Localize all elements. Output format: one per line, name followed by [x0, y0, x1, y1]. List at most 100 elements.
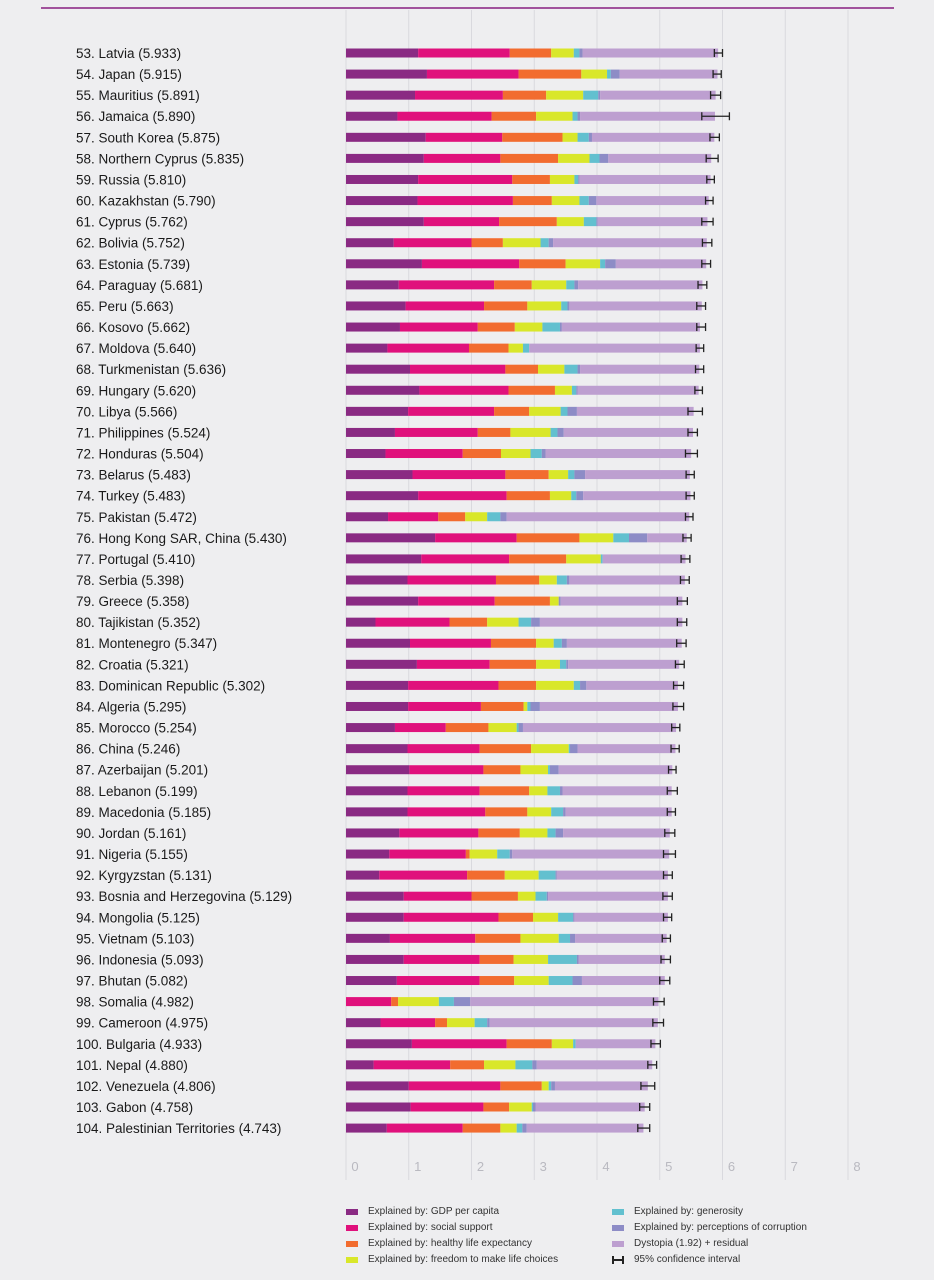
bar-segment-freedom: [551, 196, 580, 206]
bar-segment-generosity: [573, 48, 580, 58]
bar-segment-generosity: [551, 807, 564, 817]
bar-segment-corruption: [531, 617, 540, 627]
bar-segment-generosity: [516, 723, 519, 733]
bar-segment-corruption: [487, 1018, 490, 1028]
bar-segment-health: [509, 48, 552, 58]
bar-segment-dystopia: [580, 364, 700, 374]
top-rule: [41, 7, 894, 9]
bar-segment-generosity: [564, 364, 578, 374]
bar-segment-generosity: [568, 744, 571, 754]
row-label: 95. Vietnam (5.103): [76, 931, 194, 946]
bar-segment-dystopia: [522, 723, 677, 733]
bar-segment-generosity: [535, 891, 547, 901]
bar-segment-freedom: [551, 1039, 574, 1049]
bar-segment-corruption: [573, 912, 575, 922]
legend-label: Explained by: freedom to make life choic…: [368, 1254, 559, 1265]
bar-segment-gdp: [346, 301, 406, 311]
bar-segment-social: [373, 1060, 451, 1070]
confidence-interval-icon: [612, 1255, 624, 1264]
bar-segment-dystopia: [568, 659, 680, 669]
row-label: 73. Belarus (5.483): [76, 468, 191, 483]
row-label: 84. Algeria (5.295): [76, 699, 186, 714]
bar-segment-freedom: [541, 1081, 549, 1091]
bar-segment-dystopia: [577, 385, 699, 395]
bar-segment-gdp: [346, 322, 400, 332]
bar-segment-social: [403, 954, 480, 964]
bar-segment-social: [426, 69, 519, 79]
bar-segment-health: [471, 238, 503, 248]
x-tick-label: 1: [414, 1159, 421, 1174]
bar-segment-generosity: [497, 849, 510, 859]
bar-segment-gdp: [346, 153, 424, 163]
bar-segment-social: [399, 828, 479, 838]
bar-segment-social: [411, 1039, 507, 1049]
bar-segment-corruption: [522, 1123, 527, 1133]
bar-segment-social: [435, 533, 517, 543]
bar-segment-gdp: [346, 933, 390, 943]
bar-segment-generosity: [548, 976, 573, 986]
bar-segment-freedom: [562, 132, 578, 142]
bar-segment-corruption: [549, 765, 559, 775]
bar-segment-social: [417, 196, 513, 206]
bar-segment-dystopia: [578, 280, 703, 290]
bar-segment-generosity: [600, 554, 603, 564]
bar-segment-corruption: [518, 723, 523, 733]
row-label: 59. Russia (5.810): [76, 172, 186, 187]
row-labels: 53. Latvia (5.933) 54. Japan (5.915) 55. M…: [76, 46, 292, 1136]
bar-segment-dystopia: [489, 1018, 658, 1028]
bar-segment-corruption: [555, 828, 564, 838]
bar-segment-freedom: [549, 491, 572, 501]
bar-segment-health: [465, 849, 470, 859]
bar-segment-freedom: [513, 954, 549, 964]
bar-segment-freedom: [502, 238, 541, 248]
bar-segment-generosity: [548, 765, 550, 775]
row-label: 75. Pakistan (5.472): [76, 510, 197, 525]
x-tick-label: 8: [853, 1159, 860, 1174]
legend-swatch: [346, 1240, 358, 1247]
bar-segment-dystopia: [608, 153, 712, 163]
bar-segment-social: [387, 343, 469, 353]
bar-segment-generosity: [566, 280, 575, 290]
bar-segment-dystopia: [578, 954, 665, 964]
bar-segment-health: [494, 596, 550, 606]
bar-segment-social: [407, 744, 480, 754]
row-label: 90. Jordan (5.161): [76, 826, 186, 841]
bar-segment-social: [423, 153, 501, 163]
bar-segment-health: [498, 912, 533, 922]
bar-segment-social: [412, 470, 506, 480]
legend-swatch: [346, 1224, 358, 1231]
bar-segment-gdp: [346, 1039, 412, 1049]
bar-segment-gdp: [346, 870, 380, 880]
bar-segment-dystopia: [579, 174, 711, 184]
bar-segment-freedom: [536, 659, 560, 669]
bar-segment-gdp: [346, 744, 408, 754]
row-label: 62. Bolivia (5.752): [76, 236, 185, 251]
row-label: 68. Turkmenistan (5.636): [76, 362, 226, 377]
bar-segment-gdp: [346, 1018, 381, 1028]
bar-segment-social: [418, 48, 510, 58]
row-label: 101. Nepal (4.880): [76, 1058, 188, 1073]
row-label: 97. Bhutan (5.082): [76, 974, 188, 989]
bar-segment-corruption: [588, 132, 592, 142]
bar-segment-dystopia: [615, 259, 707, 269]
bar-segment-freedom: [579, 533, 614, 543]
bar-segment-social: [421, 554, 510, 564]
row-label: 83. Dominican Republic (5.302): [76, 678, 265, 693]
bar-segment-corruption: [566, 659, 569, 669]
bar-segment-generosity: [613, 533, 630, 543]
bar-segment-gdp: [346, 533, 436, 543]
bar-segment-gdp: [346, 912, 404, 922]
bar-segment-generosity: [542, 322, 560, 332]
row-label: 80. Tajikistan (5.352): [76, 615, 200, 630]
bar-segment-corruption: [509, 849, 513, 859]
bar-segment-health: [495, 575, 540, 585]
bar-segment-dystopia: [576, 406, 694, 416]
bar-segment-health: [516, 533, 580, 543]
legend: Explained by: GDP per capita Explained by…: [346, 1204, 866, 1267]
bar-segment-dystopia: [575, 933, 667, 943]
bar-segment-social: [375, 617, 450, 627]
bar-segment-gdp: [346, 48, 419, 58]
bar-segment-health: [449, 617, 488, 627]
bar-segment-corruption: [548, 238, 554, 248]
legend-label: Explained by: healthy life expectancy: [368, 1238, 532, 1249]
